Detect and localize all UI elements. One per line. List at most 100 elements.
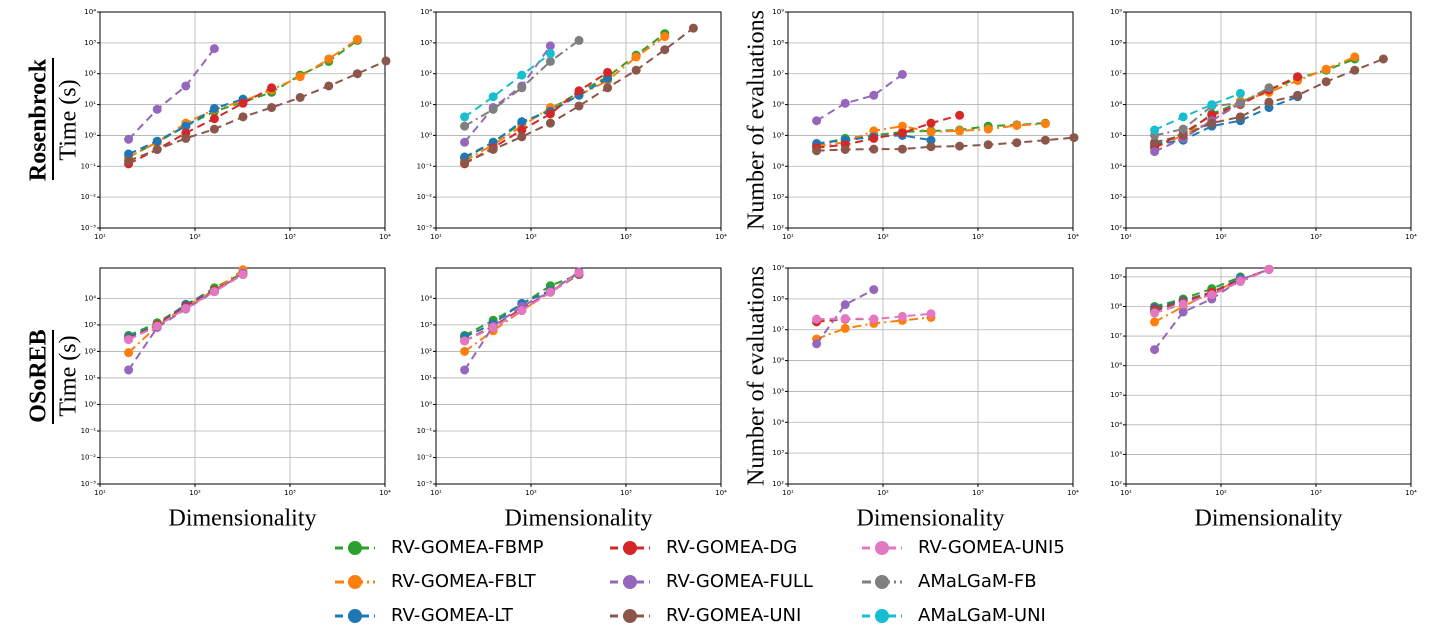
y-tick-label: 10⁰ <box>420 400 432 408</box>
y-tick-label: 10² <box>772 480 784 488</box>
data-point <box>1178 124 1188 134</box>
row-label: Rosenbrock <box>26 58 52 181</box>
data-point <box>1207 118 1217 128</box>
y-tick-label: 10² <box>420 347 432 355</box>
data-point <box>545 56 555 66</box>
data-point <box>1150 137 1160 147</box>
y-tick-label: 10⁻¹ <box>81 162 97 170</box>
y-tick-label: 10¹ <box>420 374 432 382</box>
x-tick-label: 10¹ <box>1120 489 1132 497</box>
data-point <box>181 133 191 143</box>
data-point <box>688 23 698 33</box>
series-line <box>464 71 609 165</box>
series-line <box>464 77 609 158</box>
y-tick-label: 10³ <box>1110 450 1122 458</box>
data-point <box>1150 317 1160 327</box>
y-tick-label: 10⁻¹ <box>417 427 433 435</box>
legend-marker <box>875 575 889 589</box>
data-point <box>574 86 584 96</box>
y-tick-label: 10² <box>84 70 96 78</box>
x-tick-label: 10² <box>189 489 201 497</box>
series-line <box>816 73 903 122</box>
data-point <box>545 287 555 297</box>
plot-frame <box>435 267 722 485</box>
legend-label: RV-GOMEA-UNI <box>666 605 801 626</box>
series-line <box>127 47 216 140</box>
data-point <box>1235 276 1245 286</box>
y-tick-label: 10⁻³ <box>417 480 433 488</box>
y-tick-label: 10⁵ <box>772 131 784 139</box>
series-line <box>128 86 273 165</box>
y-tick-label: 10³ <box>84 321 96 329</box>
series-line <box>1154 92 1241 131</box>
data-point <box>460 336 470 346</box>
y-tick-label: 10² <box>1110 224 1122 232</box>
plot-frame <box>99 11 386 229</box>
x-axis-label: Dimensionality <box>505 506 653 532</box>
data-point <box>574 101 584 111</box>
y-tick-label: 10⁷ <box>1110 332 1122 340</box>
data-point <box>124 149 134 159</box>
data-point <box>574 35 584 45</box>
x-tick-label: 10¹ <box>1120 233 1132 241</box>
data-point <box>1150 125 1160 135</box>
series-line <box>463 45 552 143</box>
data-point <box>545 118 555 128</box>
data-point <box>124 335 134 345</box>
data-point <box>324 81 334 91</box>
y-tick-label: 10⁵ <box>1110 391 1122 399</box>
data-point <box>1040 135 1050 145</box>
series-line <box>463 271 580 371</box>
data-point <box>1350 65 1360 75</box>
data-point <box>1207 290 1217 300</box>
data-point <box>840 314 850 324</box>
y-tick-label: 10⁴ <box>772 418 784 426</box>
y-tick-label: 10³ <box>772 193 784 201</box>
y-tick-label: 10⁷ <box>1110 70 1122 78</box>
data-point <box>603 83 613 93</box>
data-point <box>1321 77 1331 87</box>
data-point <box>1235 98 1245 108</box>
x-tick-label: 10⁴ <box>1067 233 1079 241</box>
data-point <box>869 285 879 295</box>
legend-label: RV-GOMEA-FBMP <box>391 537 544 558</box>
x-axis-label: Dimensionality <box>169 506 317 532</box>
y-tick-label: 10³ <box>420 321 432 329</box>
plot-frame <box>787 11 1074 229</box>
y-tick-label: 10⁶ <box>772 101 784 109</box>
series-line <box>816 114 960 149</box>
y-tick-label: 10⁷ <box>772 326 784 334</box>
data-point <box>545 109 555 119</box>
x-tick-label: 10⁴ <box>715 233 727 241</box>
y-tick-label: 10⁻¹ <box>417 162 433 170</box>
data-point <box>209 114 219 124</box>
data-point <box>1264 83 1274 93</box>
x-tick-label: 10¹ <box>94 489 106 497</box>
data-point <box>926 135 936 145</box>
data-point <box>983 140 993 150</box>
data-point <box>1178 299 1188 309</box>
y-tick-label: 10⁸ <box>772 39 784 47</box>
data-point <box>955 126 965 136</box>
legend-marker <box>623 541 637 555</box>
x-tick-label: 10³ <box>620 233 632 241</box>
series-line <box>464 39 580 127</box>
data-point <box>181 81 191 91</box>
x-tick-label: 10³ <box>972 489 984 497</box>
data-point <box>869 314 879 324</box>
y-tick-label: 10⁰ <box>84 131 96 139</box>
series-line <box>128 98 244 155</box>
y-tick-label: 10⁻³ <box>81 224 97 232</box>
series-line <box>1154 86 1270 137</box>
data-point <box>955 141 965 151</box>
data-point <box>295 92 305 102</box>
data-point <box>631 65 641 75</box>
data-point <box>840 323 850 333</box>
data-point <box>1178 130 1188 140</box>
data-point <box>238 112 248 122</box>
x-tick-label: 10² <box>877 489 889 497</box>
series-line <box>1154 55 1356 149</box>
data-point <box>460 121 470 131</box>
data-point <box>460 158 470 168</box>
data-point <box>897 311 907 321</box>
